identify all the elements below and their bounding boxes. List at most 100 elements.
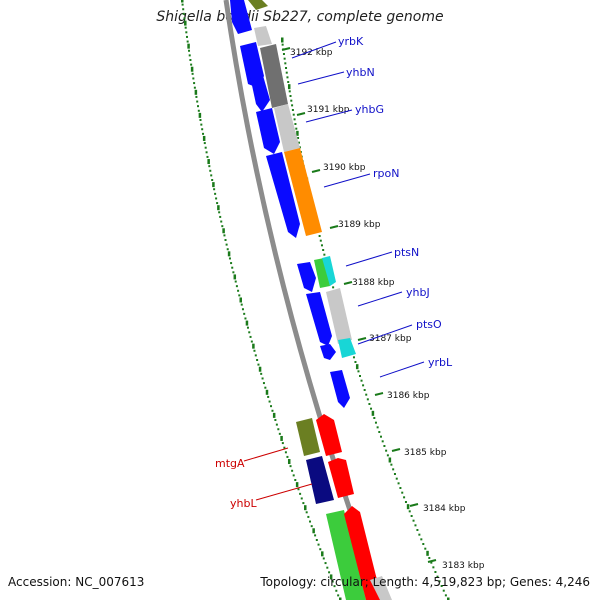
scale-dot <box>293 118 296 121</box>
scale-dot <box>404 501 407 503</box>
gene-arrow[interactable] <box>297 262 316 292</box>
gene-label-yhbG[interactable]: yhbG <box>355 103 384 116</box>
gene-arrow[interactable] <box>344 506 382 600</box>
scale-dot <box>295 127 298 130</box>
scale-dot <box>181 0 184 3</box>
gene-block[interactable] <box>284 148 322 236</box>
gene-arrow[interactable] <box>250 72 270 112</box>
gene-arrow[interactable] <box>330 370 350 408</box>
scale-dot <box>359 375 361 377</box>
gene-block[interactable] <box>322 256 336 286</box>
scale-dot <box>254 354 257 357</box>
scale-dot <box>210 174 213 177</box>
gene-block[interactable] <box>260 44 288 108</box>
gene-block[interactable] <box>254 26 272 46</box>
gene-arrow[interactable] <box>306 292 332 346</box>
gene-label-mtgA[interactable]: mtgA <box>215 457 245 470</box>
scale-dot <box>322 249 325 251</box>
gene-arrow[interactable] <box>328 458 354 498</box>
gene-label-yrbK[interactable]: yrbK <box>338 35 364 48</box>
scale-dot <box>257 363 260 366</box>
scale-dot <box>383 445 386 447</box>
gene-block[interactable] <box>306 456 334 504</box>
gene-arrow[interactable] <box>256 108 280 154</box>
gene-arrow[interactable] <box>230 0 252 34</box>
scale-dot <box>235 285 238 288</box>
scale-dot <box>248 331 251 334</box>
gene-arrow[interactable] <box>266 152 300 238</box>
scale-dot <box>192 77 195 80</box>
gene-block[interactable] <box>296 418 320 456</box>
scale-dot <box>195 95 198 98</box>
leader-line <box>305 109 353 123</box>
scale-dot <box>208 165 211 168</box>
leader-line <box>291 41 337 59</box>
scale-dot <box>198 112 202 118</box>
scale-dot <box>197 109 200 112</box>
scale-dot <box>371 410 375 416</box>
gene-label-rpoN[interactable]: rpoN <box>373 167 399 180</box>
scale-dot <box>188 54 191 57</box>
scale-dot <box>283 446 286 449</box>
scale-dot <box>260 372 263 375</box>
gene-arrow[interactable] <box>316 414 342 456</box>
scale-dot <box>438 580 441 583</box>
scale-dot <box>403 496 406 499</box>
scale-dot <box>381 440 384 443</box>
scale-dot <box>190 66 194 72</box>
scale-dot <box>290 99 293 102</box>
scale-dot <box>190 63 193 66</box>
scale-dot <box>292 474 295 477</box>
scale-dot <box>214 192 217 195</box>
gene-block[interactable] <box>370 576 392 600</box>
scale-dot <box>378 431 381 433</box>
tick-label: 3191 kbp <box>307 105 350 115</box>
scale-dot <box>312 528 315 534</box>
scale-dot <box>287 84 291 90</box>
scale-dot <box>239 297 242 303</box>
scale-dot <box>329 574 333 580</box>
scale-dot <box>355 364 359 370</box>
gene-label-yrbL[interactable]: yrbL <box>428 356 453 369</box>
scale-dot <box>309 520 312 523</box>
scale-dot <box>294 123 297 125</box>
scale-dot <box>305 511 308 514</box>
gene-block[interactable] <box>274 104 300 152</box>
scale-dot <box>220 220 223 223</box>
scale-dot <box>193 86 196 89</box>
gene-block[interactable] <box>326 288 352 344</box>
scale-dot <box>418 533 421 536</box>
scale-dot <box>267 395 270 398</box>
scale-dot <box>185 31 188 34</box>
scale-dot <box>207 159 210 165</box>
scale-dot <box>432 566 435 569</box>
scale-dot <box>209 169 212 172</box>
tick-label: 3190 kbp <box>323 163 366 173</box>
gene-label-yhbJ[interactable]: yhbJ <box>406 286 430 299</box>
scale-dot <box>365 393 368 396</box>
tick-mark <box>374 392 384 396</box>
gene-block[interactable] <box>326 510 366 600</box>
gene-block[interactable] <box>314 258 330 288</box>
gene-block[interactable] <box>248 0 268 10</box>
gene-label-ptsN[interactable]: ptsN <box>394 246 419 259</box>
scale-dot <box>324 562 327 565</box>
gene-label-yhbL[interactable]: yhbL <box>230 497 257 510</box>
gene-block[interactable] <box>338 338 356 358</box>
scale-dot <box>228 257 231 260</box>
scale-dot <box>285 67 288 69</box>
scale-dot <box>268 400 271 403</box>
scale-dot <box>310 525 313 528</box>
scale-dot <box>223 234 226 237</box>
leader-line <box>379 361 425 378</box>
scale-dot <box>246 326 249 329</box>
scale-dot <box>392 468 395 471</box>
gene-label-yhbN[interactable]: yhbN <box>346 66 375 79</box>
scale-dot <box>194 89 198 95</box>
scale-dot <box>444 594 447 597</box>
gene-label-ptsO[interactable]: ptsO <box>416 318 442 331</box>
gene-arrow[interactable] <box>320 344 336 360</box>
scale-dot <box>232 271 235 274</box>
scale-dot <box>240 303 243 306</box>
